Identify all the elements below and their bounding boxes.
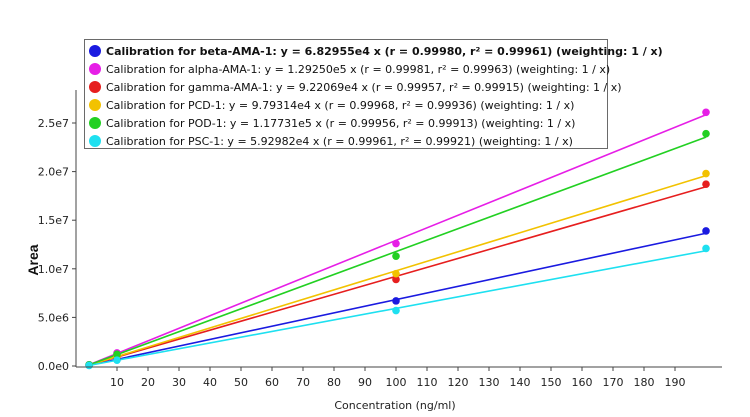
legend-marker-icon [89, 81, 101, 93]
y-tick-label: 1.0e7 [38, 263, 69, 276]
data-point-psc-1 [113, 356, 121, 364]
data-point-pcd-1 [702, 169, 710, 178]
x-tick-label: 150 [541, 376, 562, 389]
x-tick-label: 170 [603, 376, 624, 389]
y-tick-label: 2.0e7 [38, 166, 69, 179]
x-ticks: 10 20 30 40 50 60 70 80 90 100 110 120 130 140 150 160 1… [110, 367, 686, 389]
x-tick-label: 30 [172, 376, 186, 389]
legend-item-pod-1: Calibration for POD-1: y = 1.17731e5 x (… [85, 114, 607, 132]
legend-item-gamma-ama-1: Calibration for gamma-AMA-1: y = 9.22069… [85, 78, 622, 96]
x-tick-label: 80 [327, 376, 341, 389]
x-tick-label: 190 [665, 376, 686, 389]
data-point-alpha-ama-1 [702, 108, 710, 117]
x-tick-label: 40 [203, 376, 217, 389]
axes [75, 90, 722, 368]
y-tick-label: 1.5e7 [38, 214, 69, 227]
data-point-pod-1 [113, 350, 121, 359]
data-point-beta-ama-1 [392, 297, 400, 305]
x-tick-label: 120 [448, 376, 469, 389]
y-tick-label: 0.0e0 [38, 360, 69, 373]
data-point-gamma-ama-1 [702, 180, 710, 189]
legend-label: Calibration for beta-AMA-1: y = 6.82955e… [106, 44, 663, 58]
x-tick-label: 180 [634, 376, 655, 389]
legend-item-alpha-ama-1: Calibration for alpha-AMA-1: y = 1.29250… [85, 60, 611, 78]
chart-legend: Calibration for beta-AMA-1: y = 6.82955e… [84, 39, 663, 150]
data-point-pod-1 [392, 252, 400, 260]
legend-label: Calibration for PSC-1: y = 5.92982e4 x (… [106, 134, 573, 148]
data-point-gamma-ama-1 [392, 275, 400, 284]
legend-marker-icon [89, 135, 101, 147]
legend-marker-icon [89, 99, 101, 111]
x-tick-label: 60 [265, 376, 279, 389]
data-point-psc-1 [702, 244, 710, 253]
legend-item-beta-ama-1: Calibration for beta-AMA-1: y = 6.82955e… [85, 42, 663, 60]
x-tick-label: 100 [386, 376, 407, 389]
x-tick-label: 90 [358, 376, 372, 389]
legend-marker-icon [89, 45, 101, 57]
data-point-pcd-1 [392, 269, 400, 278]
x-tick-label: 130 [479, 376, 500, 389]
y-tick-label: 5.0e6 [38, 311, 69, 324]
x-tick-label: 160 [572, 376, 593, 389]
y-ticks: 0.0e0 5.0e6 1.0e7 1.5e7 2.0e7 2.5e7 [38, 117, 76, 373]
x-tick-label: 10 [110, 376, 124, 389]
legend-item-pcd-1: Calibration for PCD-1: y = 9.79314e4 x (… [85, 96, 607, 114]
x-tick-label: 140 [510, 376, 531, 389]
legend-item-psc-1: Calibration for PSC-1: y = 5.92982e4 x (… [85, 132, 607, 150]
data-point-psc-1 [392, 306, 400, 315]
x-tick-label: 70 [296, 376, 310, 389]
data-point-beta-ama-1 [702, 227, 710, 235]
y-tick-label: 2.5e7 [38, 117, 69, 130]
legend-label: Calibration for POD-1: y = 1.17731e5 x (… [106, 116, 576, 130]
data-point-alpha-ama-1 [392, 239, 400, 248]
x-tick-label: 50 [234, 376, 248, 389]
data-point-pod-1 [702, 129, 710, 138]
legend-label: Calibration for alpha-AMA-1: y = 1.29250… [106, 62, 611, 76]
y-axis-title: Area [25, 244, 41, 275]
x-axis-title: Concentration (ng/ml) [334, 399, 455, 412]
x-tick-label: 110 [417, 376, 438, 389]
data-point-psc-1 [85, 361, 93, 370]
x-tick-label: 20 [141, 376, 155, 389]
fit-line-pod-1 [85, 136, 707, 367]
legend-label: Calibration for gamma-AMA-1: y = 9.22069… [106, 80, 622, 94]
legend-marker-icon [89, 117, 101, 129]
legend-marker-icon [89, 63, 101, 75]
legend-label: Calibration for PCD-1: y = 9.79314e4 x (… [106, 98, 575, 112]
